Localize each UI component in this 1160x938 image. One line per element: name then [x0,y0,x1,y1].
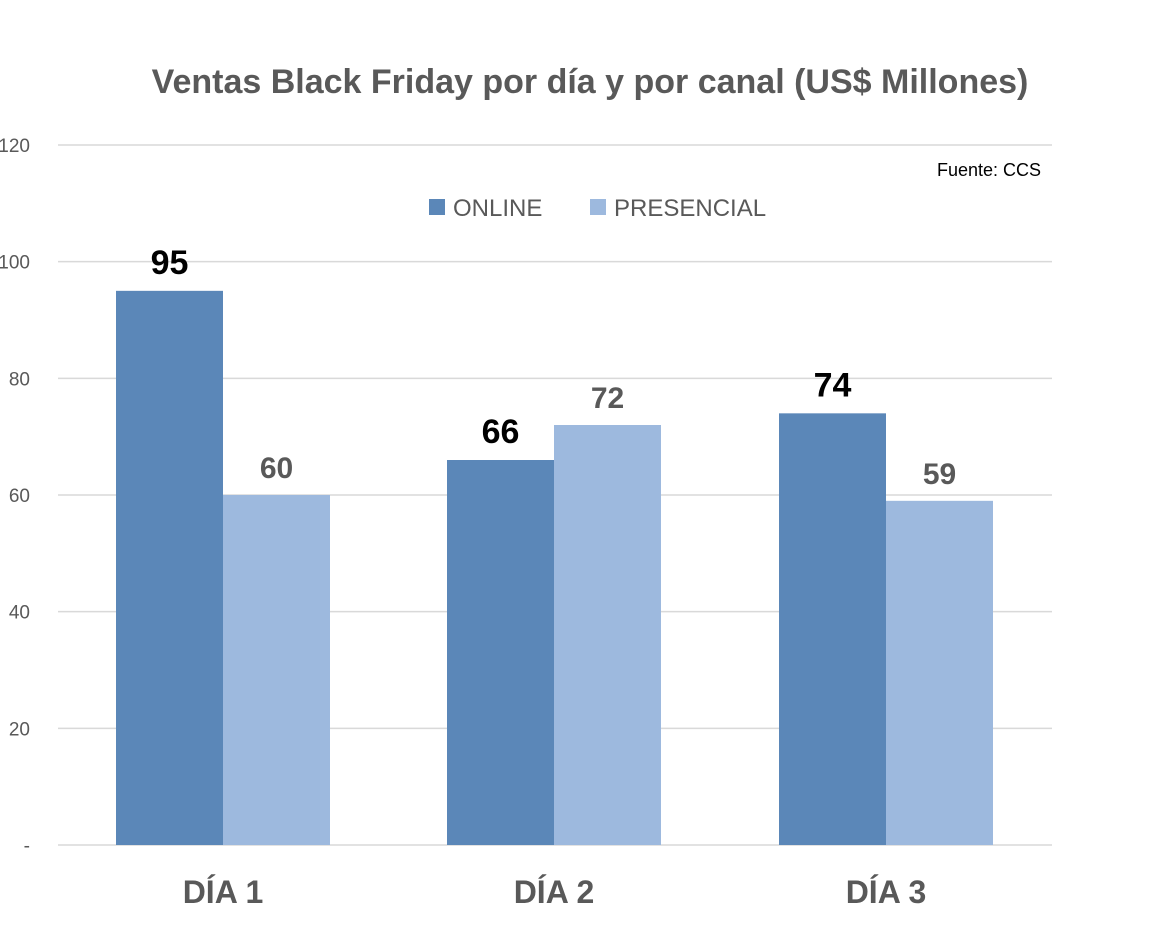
y-tick-label: 40 [9,603,30,624]
data-label: 66 [482,413,520,451]
data-label: 74 [814,366,852,404]
legend: ONLINE PRESENCIAL [429,195,766,222]
data-label: 95 [151,244,189,282]
chart-title: Ventas Black Friday por día y por canal … [152,63,1029,101]
x-category-label: DÍA 3 [846,874,927,910]
y-axis-ticks: - 20 40 60 80 100 120 [0,136,30,857]
x-axis-categories: DÍA 1 DÍA 2 DÍA 3 [183,874,927,910]
y-tick-label: 120 [0,136,30,157]
data-label: 60 [260,452,293,485]
y-tick-label: - [24,836,30,857]
bar [554,425,661,845]
legend-label: ONLINE [453,195,542,222]
bar [116,290,223,845]
data-label: 59 [923,458,956,491]
data-label: 72 [591,382,624,415]
legend-swatch [429,199,445,215]
data-labels: 95 60 66 72 74 59 [151,244,957,491]
bar [447,460,554,845]
bar [223,495,330,845]
bar [886,500,993,845]
y-tick-label: 100 [0,253,30,274]
bar [779,413,886,845]
legend-label: PRESENCIAL [614,195,766,222]
legend-swatch [590,199,606,215]
source-note: Fuente: CCS [937,160,1041,180]
x-category-label: DÍA 2 [514,874,595,910]
y-tick-label: 20 [9,719,30,740]
bars [116,290,993,845]
y-tick-label: 80 [9,369,30,390]
y-tick-label: 60 [9,486,30,507]
x-category-label: DÍA 1 [183,874,264,910]
